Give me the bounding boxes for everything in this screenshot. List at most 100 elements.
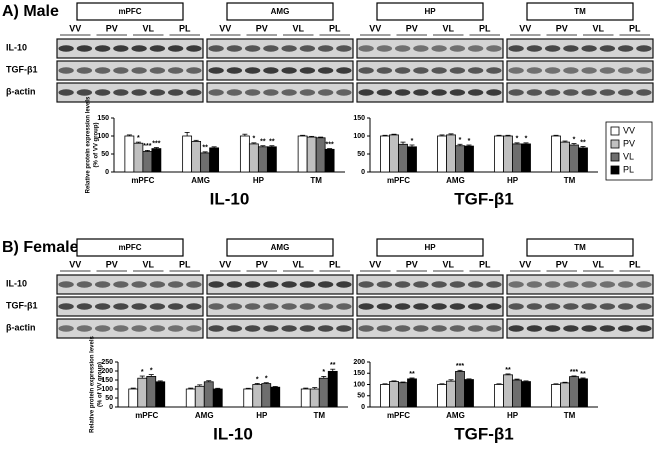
- blot-band: [263, 303, 279, 310]
- region-box: [226, 238, 334, 257]
- blot-band: [299, 89, 316, 96]
- blot-band: [281, 89, 297, 96]
- blot-band: [167, 325, 184, 332]
- bar: [407, 146, 417, 173]
- blot-band: [599, 325, 616, 332]
- blot-band: [226, 67, 243, 74]
- x-tick-label: mPFC: [135, 411, 158, 420]
- bar: [243, 388, 254, 408]
- blot-band: [358, 281, 374, 288]
- blot-band: [208, 67, 224, 74]
- blot-band: [281, 67, 297, 74]
- blot-band: [186, 303, 202, 310]
- blot-band: [526, 325, 543, 332]
- bar: [194, 385, 205, 408]
- lane-label: PV: [556, 23, 568, 33]
- protein-label: IL-10: [6, 42, 27, 52]
- significance-label: *: [137, 135, 140, 142]
- blot-band: [186, 325, 202, 332]
- blot-band: [186, 45, 202, 52]
- lane-label: PL: [479, 259, 491, 269]
- legend-label: PV: [623, 138, 635, 148]
- blot-band: [244, 281, 261, 288]
- lane-label: VL: [592, 259, 604, 269]
- legend-swatch: [610, 126, 620, 136]
- bar: [300, 388, 311, 408]
- blot-band: [617, 281, 634, 288]
- bar: [398, 143, 408, 173]
- blot-strip: [506, 274, 654, 295]
- blot-band: [581, 45, 597, 52]
- bar: [315, 137, 326, 173]
- region-label: AMG: [271, 243, 290, 252]
- significance-label: **: [330, 362, 336, 369]
- blot-strip: [356, 296, 504, 317]
- blot-band: [263, 89, 279, 96]
- bar: [124, 135, 135, 173]
- lane-label: PL: [329, 23, 341, 33]
- bar: [578, 147, 588, 173]
- bar: [512, 379, 522, 408]
- legend-swatch: [610, 165, 620, 175]
- blot-strip: [356, 38, 504, 59]
- y-tick-label: 0: [361, 404, 365, 411]
- blot-band: [526, 89, 543, 96]
- blot-band: [394, 281, 411, 288]
- blot-strip: [506, 82, 654, 103]
- blot-band: [299, 281, 316, 288]
- blot-band: [58, 45, 74, 52]
- bar: [142, 151, 153, 173]
- blot-strip: [206, 318, 354, 339]
- bar: [133, 142, 144, 173]
- blot-band: [76, 45, 93, 52]
- bar: [455, 145, 465, 173]
- y-tick-label: 0: [361, 169, 365, 176]
- blot-band: [336, 67, 352, 74]
- blot-band: [113, 89, 129, 96]
- blot-band: [394, 45, 411, 52]
- x-tick-label: TM: [564, 176, 576, 185]
- blot-band: [636, 281, 652, 288]
- blot-band: [186, 89, 202, 96]
- chart-title: IL-10: [213, 424, 253, 443]
- blot-band: [244, 45, 261, 52]
- bar: [239, 135, 250, 173]
- bar: [137, 377, 148, 408]
- lane-label: PL: [629, 23, 641, 33]
- y-tick-label: 50: [357, 151, 365, 158]
- blot-band: [113, 303, 129, 310]
- blot-band: [449, 281, 466, 288]
- chart-title: TGF-β1: [454, 424, 513, 443]
- blot-band: [508, 67, 524, 74]
- panel-label: A) Male: [2, 3, 59, 20]
- blot-band: [263, 45, 279, 52]
- bar: [309, 388, 320, 408]
- blot-band: [599, 303, 616, 310]
- y-tick-label: 100: [97, 133, 109, 140]
- blot-strip: [206, 82, 354, 103]
- bar: [380, 384, 390, 408]
- region-label: mPFC: [118, 243, 141, 252]
- x-tick-label: TM: [313, 411, 325, 420]
- blot-band: [76, 303, 93, 310]
- bar: [446, 380, 456, 408]
- y-tick-label: 50: [101, 151, 109, 158]
- significance-label: *: [459, 137, 462, 144]
- blot-band: [526, 303, 543, 310]
- blot-band: [167, 45, 184, 52]
- blot-band: [76, 325, 93, 332]
- x-tick-label: HP: [256, 411, 268, 420]
- bar: [318, 377, 329, 408]
- blot-band: [358, 67, 374, 74]
- y-tick-label: 100: [353, 133, 365, 140]
- blot-band: [413, 281, 429, 288]
- blot-band: [226, 303, 243, 310]
- bar: [521, 143, 531, 173]
- blot-band: [636, 325, 652, 332]
- blot-strip: [56, 38, 204, 59]
- blot-band: [394, 89, 411, 96]
- blot-band: [244, 89, 261, 96]
- lane-label: VL: [442, 23, 454, 33]
- bar: [389, 381, 399, 408]
- blot-band: [394, 303, 411, 310]
